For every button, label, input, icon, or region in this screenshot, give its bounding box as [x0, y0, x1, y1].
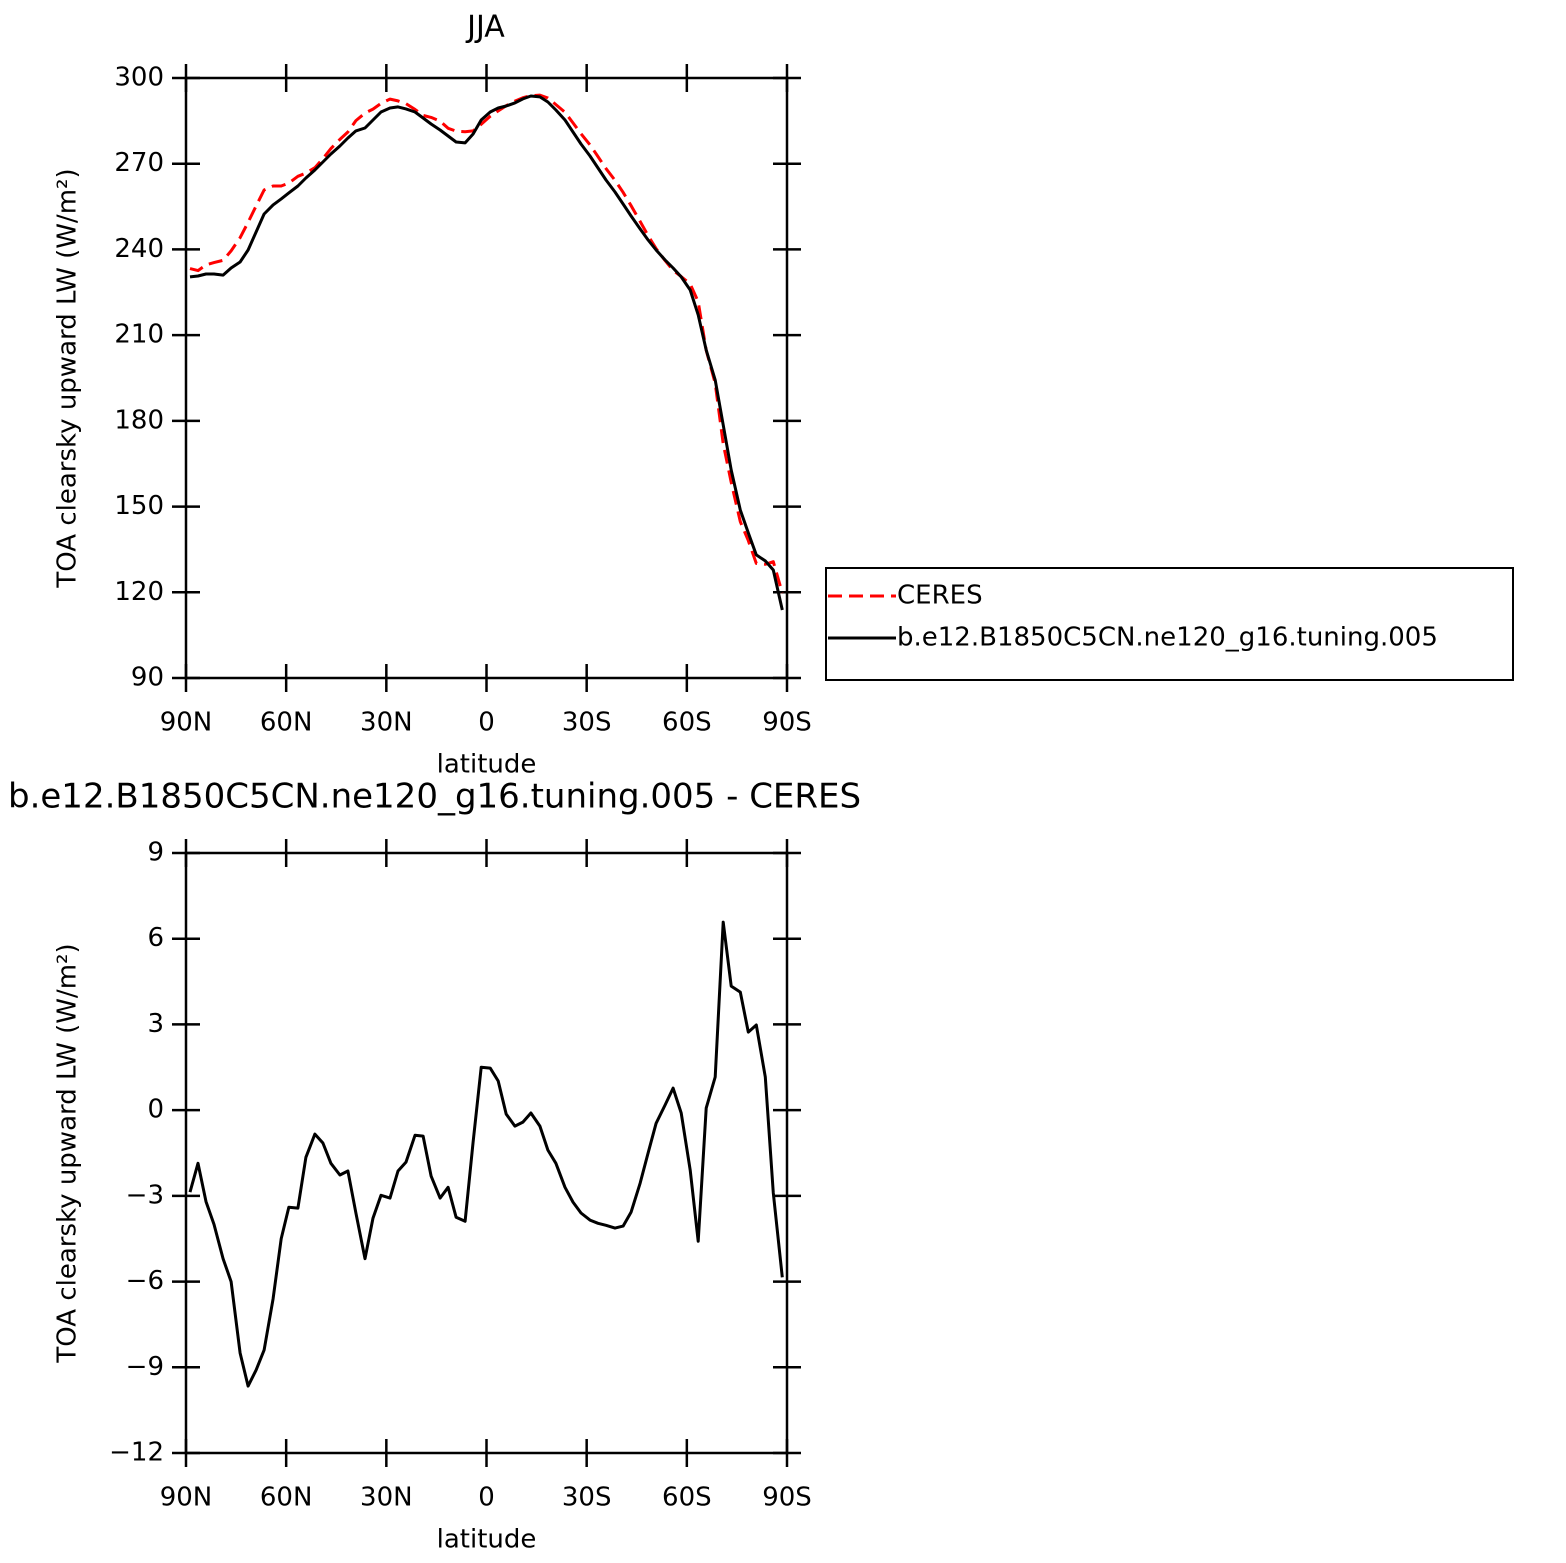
y-tick-label: 3 — [147, 1009, 164, 1039]
x-tick-label: 60S — [662, 1483, 712, 1513]
y-tick-label: 300 — [114, 63, 164, 93]
y-tick-label: 240 — [114, 234, 164, 264]
y-tick-label: 180 — [114, 405, 164, 435]
x-tick-label: 30S — [562, 708, 612, 738]
y-tick-label: 120 — [114, 577, 164, 607]
y-tick-label: −3 — [126, 1180, 164, 1210]
x-tick-label: 0 — [478, 1483, 495, 1513]
chart-title: JJA — [465, 10, 505, 45]
legend-label: CERES — [897, 581, 983, 611]
data-line — [188, 920, 784, 1388]
series-line — [189, 93, 784, 594]
x-tick-label: 90N — [160, 1483, 213, 1513]
x-tick-label: 30N — [360, 1483, 413, 1513]
plot-frame — [184, 76, 789, 680]
y-axis-label: TOA clearsky upward LW (W/m²) — [53, 168, 83, 588]
x-axis-label: latitude — [437, 1525, 537, 1555]
y-tick-label: 6 — [147, 923, 164, 953]
x-tick-label: 60S — [662, 708, 712, 738]
y-tick-label: 0 — [147, 1095, 164, 1125]
y-axis-label: TOA clearsky upward LW (W/m²) — [53, 943, 83, 1363]
chart-title: b.e12.B1850C5CN.ne120_g16.tuning.005 - C… — [8, 777, 861, 817]
x-tick-label: 30N — [360, 708, 413, 738]
y-tick-label: −12 — [109, 1438, 164, 1468]
legend-box — [825, 567, 1514, 681]
y-tick-label: 270 — [114, 148, 164, 178]
y-tick-label: 9 — [147, 838, 164, 868]
x-tick-label: 30S — [562, 1483, 612, 1513]
x-axis-label: latitude — [437, 750, 537, 780]
series-line — [189, 94, 784, 611]
y-tick-label: 90 — [131, 663, 164, 693]
x-tick-label: 60N — [260, 708, 313, 738]
x-tick-label: 90S — [762, 1483, 812, 1513]
x-tick-label: 90S — [762, 708, 812, 738]
y-tick-label: −9 — [126, 1352, 164, 1382]
x-tick-label: 60N — [260, 1483, 313, 1513]
legend-label: b.e12.B1850C5CN.ne120_g16.tuning.005 — [897, 623, 1438, 653]
y-tick-label: 150 — [114, 491, 164, 521]
y-tick-label: 210 — [114, 320, 164, 350]
x-tick-label: 90N — [160, 708, 213, 738]
plot-frame — [184, 851, 789, 1455]
y-tick-label: −6 — [126, 1266, 164, 1296]
x-tick-label: 0 — [478, 708, 495, 738]
